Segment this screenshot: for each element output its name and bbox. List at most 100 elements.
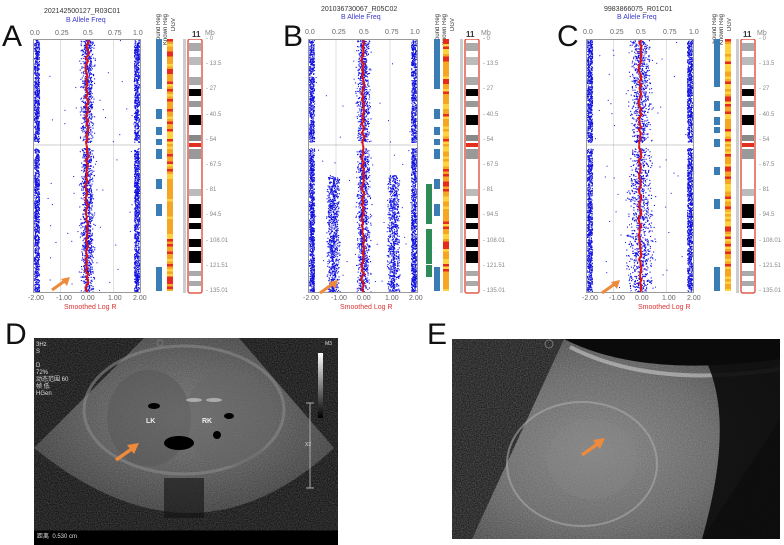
- mb-tick: - 81: [483, 187, 494, 194]
- panel-letter-a: A: [2, 20, 23, 53]
- chromosome-number: 11: [192, 30, 201, 39]
- mb-tick: - 27: [206, 86, 217, 93]
- mb-tick: - 94.5: [483, 212, 499, 219]
- logr-tick: 1.00: [662, 295, 676, 302]
- left-kidney-label: LK: [146, 418, 156, 425]
- mb-tick: - 81: [759, 187, 770, 194]
- right-kidney-label: RK: [202, 418, 213, 425]
- snp-scatter-plot: [586, 39, 694, 293]
- baf-axis-title: B Allele Freq: [341, 14, 381, 21]
- snp-scatter-plot: [308, 39, 418, 293]
- mb-tick: - 135.01: [759, 288, 782, 294]
- logr-tick: 2.00: [409, 295, 423, 302]
- mb-tick: - 54: [206, 136, 217, 143]
- region-tracks: [156, 39, 173, 291]
- baf-tick: 0.75: [108, 30, 122, 37]
- baf-tick: 0.25: [610, 29, 624, 36]
- mb-tick: - 13.5: [759, 61, 775, 68]
- baf-tick: 0.5: [636, 29, 646, 36]
- baf-axis-title: B Allele Freq: [617, 14, 657, 21]
- panel-letter-e: E: [427, 318, 448, 351]
- logr-axis-title: Smoothed Log R: [64, 304, 117, 311]
- sample-id: 201036730067_R05C02: [321, 6, 398, 13]
- mb-tick: - 81: [206, 187, 217, 194]
- chromosome-number: 11: [743, 30, 752, 39]
- mb-tick: - 27: [759, 86, 770, 93]
- baf-tick: 0.25: [332, 29, 346, 36]
- probe-label: M3: [325, 341, 332, 347]
- baf-tick: 0.5: [359, 29, 369, 36]
- snp-scatter-plot: [33, 39, 141, 293]
- baf-tick: 0.0: [305, 29, 315, 36]
- mb-tick: - 40.5: [483, 111, 499, 118]
- arrow-icon: [319, 280, 338, 295]
- logr-tick: -2.00: [28, 295, 44, 302]
- panel-letter-c: C: [557, 20, 579, 53]
- logr-tick: 2.00: [133, 295, 147, 302]
- logr-tick: -1.00: [56, 295, 72, 302]
- logr-tick: -1.00: [331, 295, 347, 302]
- arrow-icon: [580, 438, 605, 457]
- mb-tick: - 108.01: [759, 237, 782, 244]
- measurement-readout: 距离 0.530 cm: [37, 534, 78, 540]
- baf-tick: 1.0: [133, 30, 143, 37]
- ultrasound-settings-text: 3Hz S D 72% 动态范围 60 帧 低 HGen: [36, 342, 69, 397]
- region-tracks: [426, 39, 449, 291]
- baf-tick: 0.25: [55, 30, 69, 37]
- baf-tick: 1.0: [410, 29, 420, 36]
- mb-tick: - 54: [759, 136, 770, 143]
- baf-tick: 1.0: [689, 29, 699, 36]
- mb-tick: - 0: [206, 36, 214, 42]
- mb-tick: - 121.51: [483, 262, 506, 269]
- arrow-icon: [114, 443, 139, 462]
- baf-tick: 0.75: [663, 29, 677, 36]
- logr-tick: 0.00: [635, 295, 649, 302]
- mb-tick: - 121.51: [759, 262, 782, 269]
- mb-tick: - 13.5: [483, 61, 499, 68]
- logr-tick: 0.00: [357, 295, 371, 302]
- arrow-icon: [51, 277, 70, 292]
- chromosome-ideogram: [183, 39, 203, 294]
- mb-tick: - 13.5: [206, 61, 222, 68]
- mb-tick: - 135.01: [483, 288, 506, 294]
- logr-tick: 0.00: [81, 295, 95, 302]
- ultrasound-image-d: 3Hz S D 72% 动态范围 60 帧 低 HGen 距离 0.530 cm…: [34, 338, 338, 545]
- mb-tick: - 0: [759, 36, 767, 42]
- chromosome-number: 11: [466, 30, 475, 39]
- sample-id: 202142500127_R03C01: [44, 8, 121, 15]
- mb-tick: - 0: [483, 36, 491, 42]
- baf-tick: 0.0: [583, 29, 593, 36]
- logr-axis-title: Smoothed Log R: [340, 304, 393, 311]
- mb-tick: - 94.5: [206, 212, 222, 219]
- mb-unit: Mb: [205, 30, 215, 37]
- logr-tick: -1.00: [609, 295, 625, 302]
- mb-tick: - 40.5: [759, 111, 775, 118]
- mb-tick: - 121.51: [206, 262, 229, 269]
- panel-letter-d: D: [5, 318, 27, 351]
- logr-tick: 2.00: [687, 295, 701, 302]
- chromosome-ideogram: [736, 39, 756, 294]
- logr-tick: 1.00: [385, 295, 399, 302]
- mb-tick: - 108.01: [483, 237, 506, 244]
- logr-tick: -2.00: [582, 295, 598, 302]
- baf-tick: 0.0: [30, 30, 40, 37]
- mb-tick: - 67.5: [206, 162, 222, 168]
- track-label-dgv: DGV: [727, 18, 733, 32]
- logr-tick: 1.00: [108, 295, 122, 302]
- mb-tick: - 54: [483, 136, 494, 143]
- mb-unit: Mb: [757, 30, 767, 37]
- track-label-dgv: DGV: [450, 18, 456, 32]
- baf-tick: 0.5: [83, 30, 93, 37]
- baf-tick: 0.75: [385, 29, 399, 36]
- baf-axis-title: B Allele Freq: [66, 17, 106, 24]
- mb-tick: - 135.01: [206, 288, 229, 294]
- mb-tick: - 108.01: [206, 237, 229, 244]
- region-tracks: [714, 39, 731, 291]
- mb-tick: - 67.5: [759, 162, 775, 168]
- scale-marker: X2: [305, 442, 312, 448]
- chromosome-ideogram: [460, 39, 480, 294]
- logr-tick: -2.00: [303, 295, 319, 302]
- mb-unit: Mb: [481, 30, 491, 37]
- mb-tick: - 27: [483, 86, 494, 93]
- mb-tick: - 94.5: [759, 212, 775, 219]
